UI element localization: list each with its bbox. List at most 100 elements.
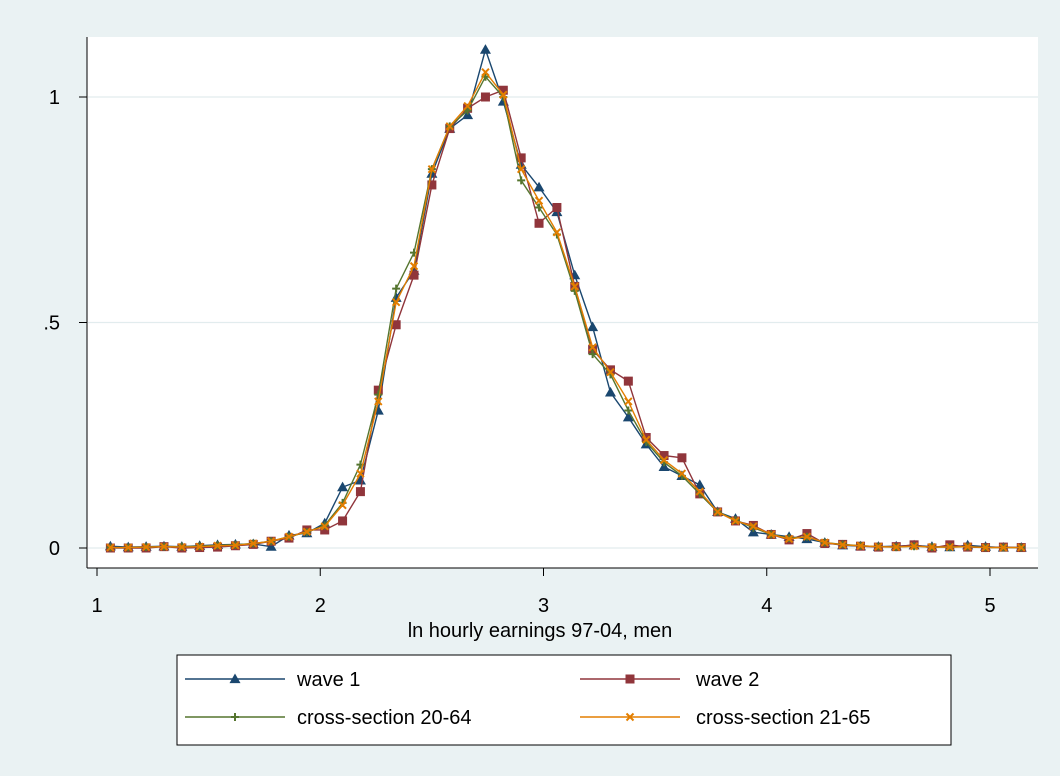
data-point-wave-2: [498, 85, 508, 95]
data-point-cross-section-21-65: [374, 397, 383, 406]
legend-items: wave 1 wave 2 cross-section 20-64 cross-sec…: [185, 669, 871, 729]
data-point-cross-section-21-65: [963, 542, 972, 551]
data-point-cross-section-21-65: [266, 537, 276, 546]
data-point-wave-1: [354, 474, 366, 485]
data-point-cross-section-20-64: [624, 406, 633, 415]
legend-marker: [231, 713, 239, 721]
x-tick-label: 2: [315, 595, 326, 617]
legend-label: wave 1: [296, 669, 360, 691]
data-point-cross-section-21-65: [856, 541, 865, 550]
data-point-cross-section-21-65: [249, 539, 258, 548]
y-tick-label: 0: [49, 538, 60, 560]
x-tick-label: 5: [984, 595, 995, 617]
legend-entry-wave-2: wave 2: [580, 669, 759, 691]
y-tick-label: 1: [49, 87, 60, 109]
data-point-cross-section-21-65: [338, 500, 347, 510]
data-point-cross-section-21-65: [927, 542, 937, 552]
data-point-wave-1: [694, 479, 706, 489]
data-point-cross-section-21-65: [695, 487, 704, 496]
data-point-cross-section-20-64: [374, 390, 383, 399]
data-point-wave-2: [659, 451, 669, 461]
data-point-wave-2: [677, 453, 687, 463]
data-point-wave-2: [605, 365, 615, 375]
data-point-cross-section-21-65: [213, 541, 222, 550]
data-point-cross-section-21-65: [874, 542, 883, 551]
data-point-cross-section-21-65: [570, 282, 579, 291]
data-point-cross-section-21-65: [909, 541, 919, 551]
data-point-wave-1: [533, 181, 545, 192]
data-point-cross-section-21-65: [302, 527, 312, 536]
data-point-wave-2: [534, 218, 544, 228]
data-point-cross-section-21-65: [820, 538, 830, 547]
data-point-cross-section-21-65: [999, 543, 1008, 552]
data-point-cross-section-21-65: [195, 542, 204, 551]
legend-entry-wave-1: wave 1: [185, 669, 360, 691]
data-point-cross-section-21-65: [445, 122, 454, 131]
data-point-cross-section-21-65: [981, 543, 990, 552]
data-point-wave-1: [337, 481, 349, 492]
data-point-cross-section-21-65: [284, 532, 294, 541]
data-point-cross-section-21-65: [124, 543, 133, 552]
data-point-wave-2: [641, 433, 651, 443]
data-point-cross-section-21-65: [767, 530, 776, 539]
x-tick-label: 1: [91, 595, 102, 617]
data-point-cross-section-21-65: [516, 164, 526, 174]
data-point-cross-section-21-65: [784, 534, 794, 544]
data-point-cross-section-21-65: [106, 543, 115, 552]
data-point-wave-2: [409, 270, 419, 280]
data-point-wave-1: [604, 386, 616, 397]
series-cross-section-21-65: [106, 67, 1026, 552]
data-point-cross-section-21-65: [838, 540, 847, 550]
legend-label: cross-section 20-64: [297, 707, 472, 729]
data-point-cross-section-21-65: [552, 228, 562, 237]
data-point-cross-section-21-65: [659, 455, 669, 465]
data-point-cross-section-21-65: [677, 469, 687, 478]
x-tick-label: 4: [761, 595, 772, 617]
data-point-cross-section-21-65: [320, 522, 329, 531]
data-point-cross-section-21-65: [606, 367, 615, 377]
data-point-cross-section-21-65: [1017, 543, 1026, 552]
data-point-wave-1: [587, 321, 599, 332]
data-point-cross-section-20-64: [517, 176, 526, 185]
data-point-cross-section-21-65: [481, 67, 490, 77]
data-point-cross-section-21-65: [641, 435, 651, 444]
data-point-cross-section-20-64: [392, 284, 401, 293]
data-point-wave-2: [373, 385, 383, 395]
data-point-cross-section-21-65: [749, 522, 758, 531]
data-point-cross-section-21-65: [391, 297, 401, 307]
data-point-cross-section-20-64: [588, 350, 597, 359]
data-point-cross-section-20-64: [463, 106, 472, 115]
data-point-cross-section-21-65: [802, 532, 812, 541]
data-point-cross-section-21-65: [534, 196, 544, 205]
data-point-wave-2: [623, 376, 633, 386]
data-point-cross-section-21-65: [409, 261, 419, 271]
legend-entry-cross-section-21-65: cross-section 21-65: [580, 707, 871, 729]
data-point-cross-section-21-65: [427, 164, 437, 174]
data-point-wave-2: [391, 320, 401, 330]
data-point-wave-2: [355, 487, 365, 497]
data-point-cross-section-21-65: [141, 542, 151, 552]
plot-area: [87, 37, 1038, 568]
data-point-wave-1: [265, 541, 277, 551]
x-tick-label: 3: [538, 595, 549, 617]
series-line-cross-section-21-65: [110, 70, 1022, 549]
data-point-cross-section-21-65: [892, 542, 901, 552]
data-point-cross-section-21-65: [713, 507, 722, 517]
data-point-cross-section-21-65: [231, 541, 240, 550]
data-point-cross-section-21-65: [588, 343, 597, 352]
data-point-wave-2: [552, 202, 562, 212]
legend-marker: [625, 712, 635, 722]
legend-entry-cross-section-20-64: cross-section 20-64: [185, 707, 472, 729]
data-point-cross-section-21-65: [177, 542, 187, 552]
data-point-cross-section-20-64: [535, 203, 544, 212]
data-point-cross-section-21-65: [463, 101, 472, 111]
data-point-wave-2: [588, 345, 598, 355]
series-layer: [104, 44, 1027, 553]
data-point-wave-2: [480, 92, 490, 102]
data-point-wave-1: [479, 44, 491, 54]
legend-marker: [625, 674, 635, 684]
legend: [176, 654, 952, 746]
data-point-wave-2: [320, 525, 330, 535]
